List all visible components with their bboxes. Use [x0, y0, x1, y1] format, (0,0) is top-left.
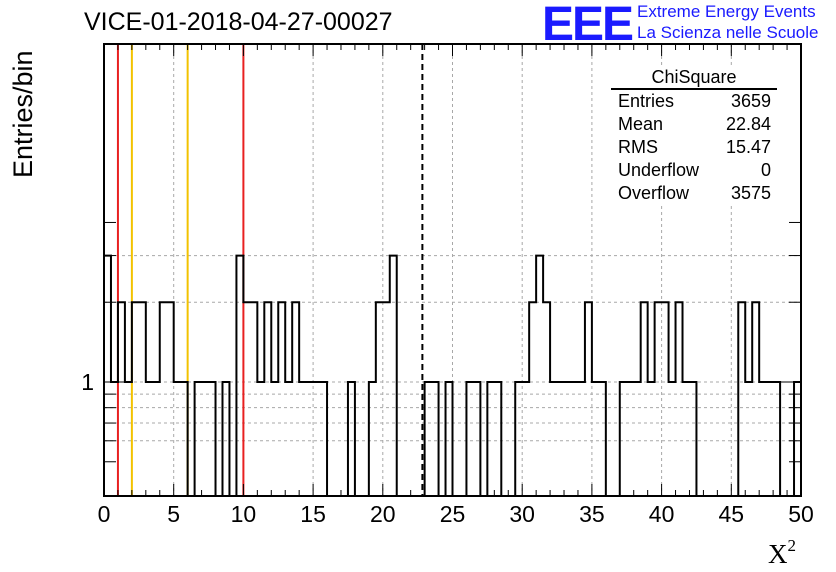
stats-row-underflow: Underflow 0 — [618, 160, 771, 180]
x-tick-label: 20 — [370, 501, 396, 527]
x-tick-label: 15 — [300, 501, 326, 527]
chart-title: VICE-01-2018-04-27-00027 — [84, 8, 393, 36]
stats-row-overflow: Overflow 3575 — [618, 183, 771, 203]
x-tick-label: 10 — [231, 501, 257, 527]
x-axis-label: X2 — [768, 536, 796, 570]
y-axis-label: Entries/bin — [8, 50, 38, 178]
x-tick-label: 40 — [649, 501, 675, 527]
y-tick-label: 1 — [81, 369, 94, 395]
x-tick-label: 0 — [98, 501, 111, 527]
x-tick-label: 45 — [719, 501, 745, 527]
x-tick-label: 5 — [167, 501, 180, 527]
x-tick-label: 35 — [579, 501, 605, 527]
x-axis-label-sup: 2 — [787, 536, 797, 555]
x-axis-label-base: X — [768, 539, 788, 569]
x-tick-label: 30 — [509, 501, 535, 527]
eee-logo: EEE — [542, 0, 634, 51]
logo-line-1: Extreme Energy Events — [637, 2, 816, 21]
stats-row-entries: Entries 3659 — [618, 91, 771, 111]
x-tick-label: 25 — [440, 501, 466, 527]
stats-box: ChiSquare Entries 3659 Mean 22.84 RMS 15.47… — [611, 66, 777, 205]
stats-row-mean: Mean 22.84 — [618, 114, 771, 134]
stats-row-rms: RMS 15.47 — [618, 137, 771, 157]
x-tick-label: 50 — [788, 501, 814, 527]
plot-frame — [103, 43, 802, 497]
stats-title: ChiSquare — [611, 66, 777, 90]
logo-line-2: La Scienza nelle Scuole — [637, 23, 819, 42]
